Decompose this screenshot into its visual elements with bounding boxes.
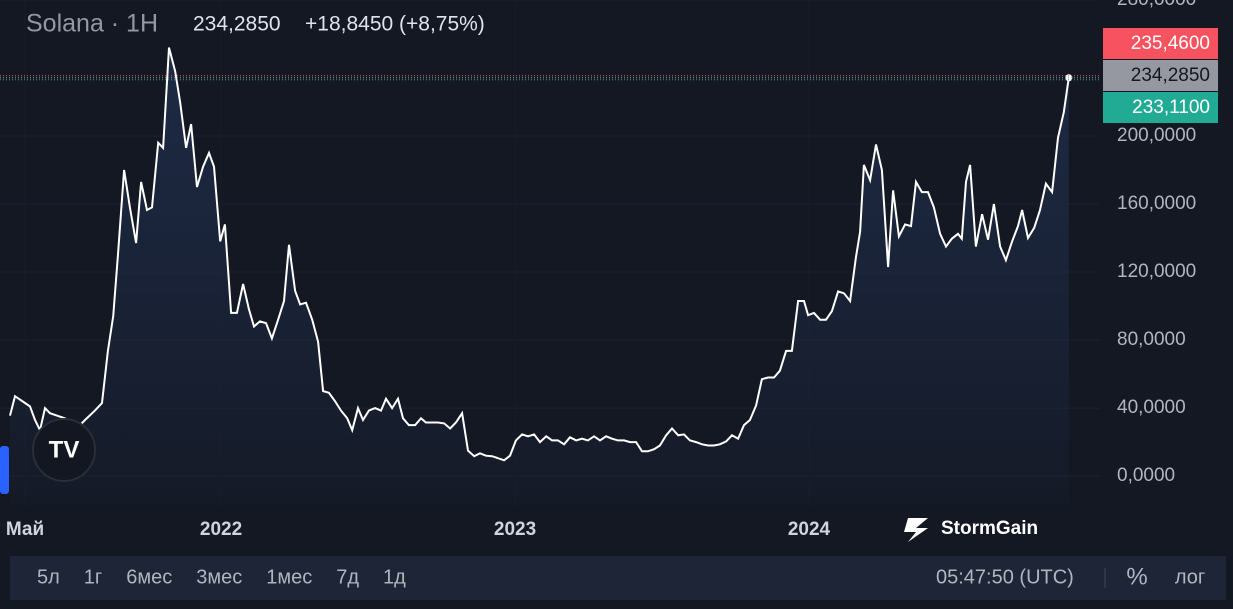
price-badge [1103, 28, 1218, 59]
chart-title: Solana · 1H [26, 10, 158, 38]
y-tick-label: 40,0000 [1117, 397, 1186, 418]
price-badge-label: 233,1100 [1132, 97, 1210, 118]
y-tick-label: 160,0000 [1117, 193, 1196, 214]
price-change: +18,8450 (+8,75%) [305, 13, 485, 36]
x-tick-label: 2022 [200, 519, 242, 540]
brand-logo: StormGain [904, 518, 1038, 542]
line [9, 47, 1070, 462]
price-badge [1103, 60, 1218, 91]
brand: StormGain [941, 518, 1038, 539]
range-button[interactable]: 1д [383, 566, 406, 588]
clock: 05:47:50 (UTC) [936, 566, 1074, 588]
range-button[interactable]: 5л [37, 566, 60, 588]
range-button[interactable]: 3мес [196, 566, 242, 588]
y-tick-label: 200,0000 [1117, 125, 1196, 146]
log-toggle[interactable]: лог [1175, 566, 1205, 588]
range-button[interactable]: 1г [84, 566, 102, 588]
side-tab[interactable] [0, 446, 9, 494]
y-tick-label: 280,0000 [1117, 0, 1196, 10]
x-tick-label: 2023 [494, 519, 536, 540]
area [9, 47, 1069, 505]
tv-logo: TV [32, 418, 96, 482]
x-tick-label: Май [6, 519, 44, 540]
y-tick-label: 120,0000 [1117, 261, 1196, 282]
y-tick-label: 80,0000 [1117, 329, 1186, 350]
range-button[interactable]: 7д [336, 566, 359, 588]
range-button[interactable]: 1мес [266, 566, 312, 588]
plot: 0,0000 40,0000 80,0000 120,0000 160,0000 200,… [0, 0, 1218, 540]
y-tick-label: 0,0000 [1117, 465, 1175, 486]
x-tick-label: 2024 [788, 519, 831, 540]
range-button[interactable]: 6мес [126, 566, 172, 588]
price-badge [1103, 92, 1218, 123]
svg-text:TV: TV [49, 436, 80, 463]
range-buttons: 5л 1г 6мес 3мес 1мес 7д 1д [37, 566, 406, 588]
price-badge-label: 235,4600 [1131, 33, 1210, 54]
percent-toggle[interactable]: % [1126, 563, 1147, 590]
price-badge-label: 234,2850 [1131, 65, 1210, 86]
last-price: 234,2850 [193, 13, 281, 36]
toolbar [10, 556, 1226, 600]
